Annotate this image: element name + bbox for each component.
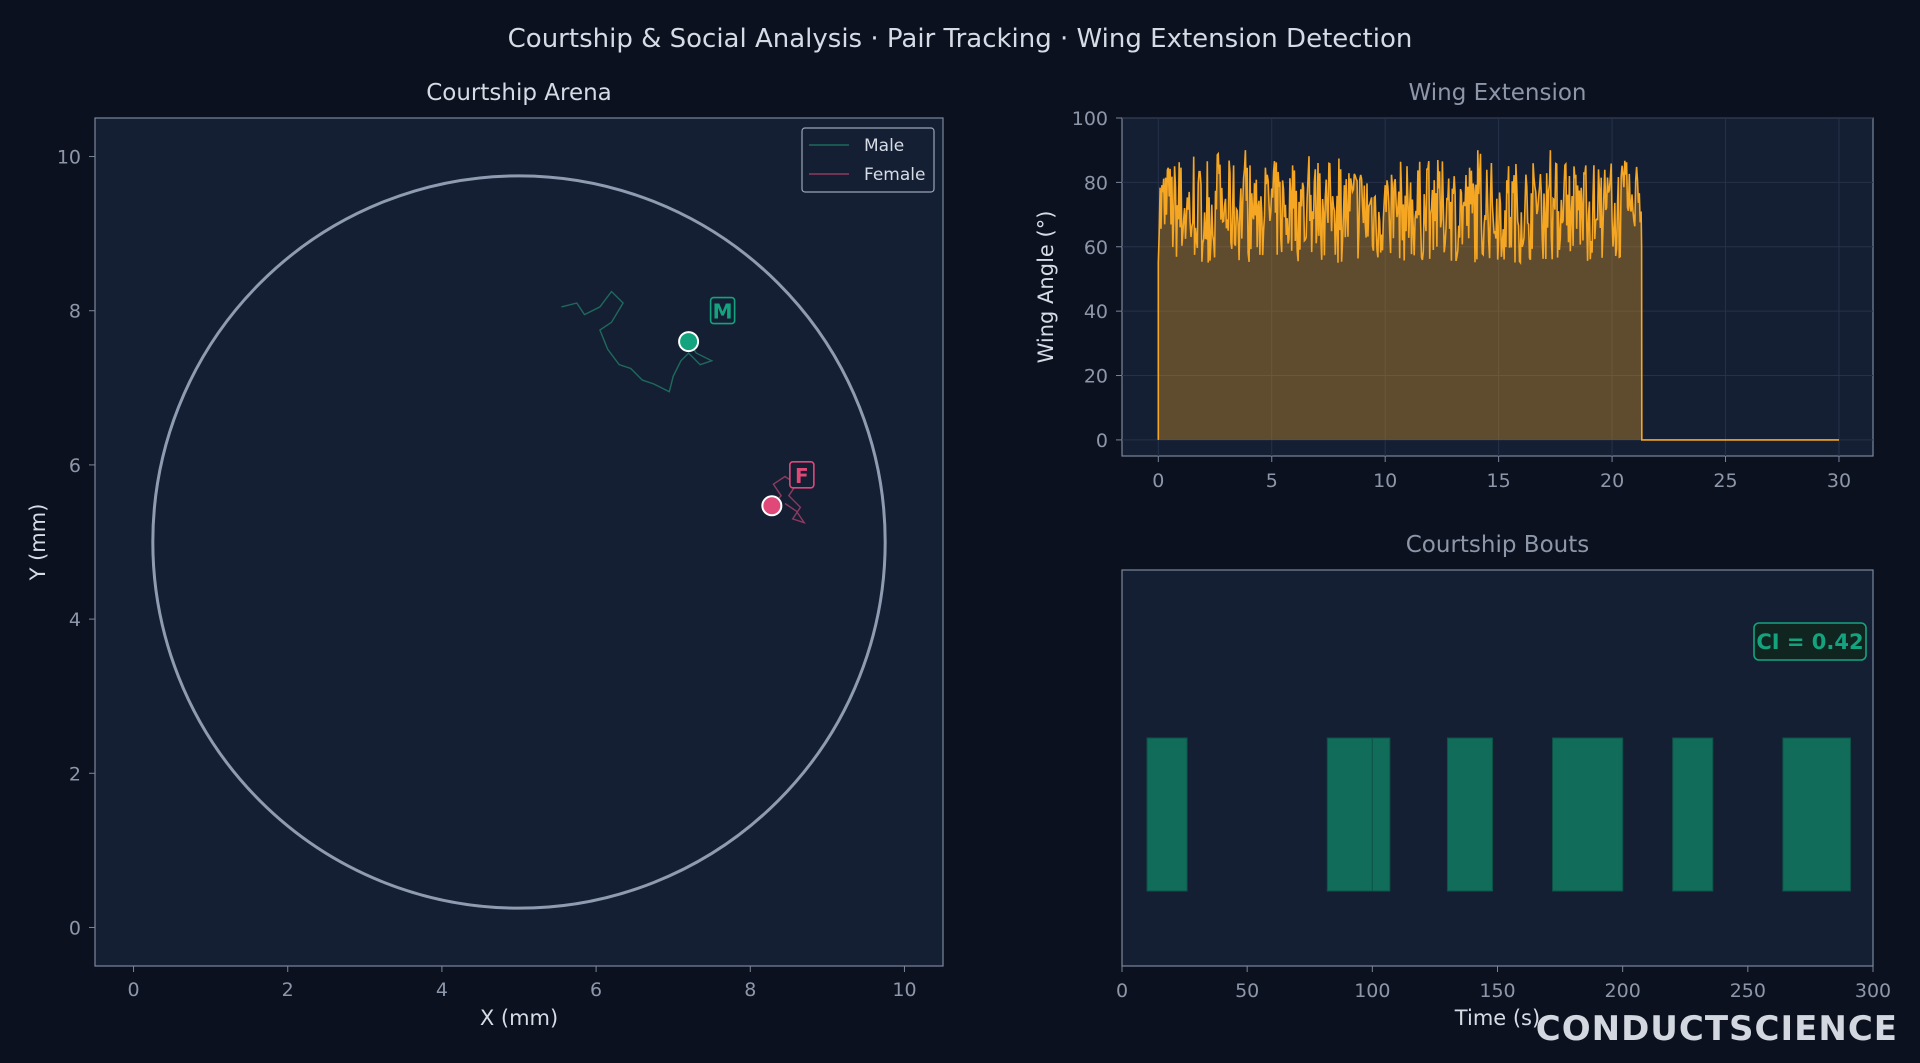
arena-plot-area [94,117,944,967]
x-tick-label: 300 [1855,980,1891,1002]
x-tick-label: 15 [1487,470,1511,492]
y-tick-label: 100 [1072,108,1108,130]
x-tick-label: 0 [1152,470,1164,492]
x-tick-label: 25 [1713,470,1737,492]
x-tick-label: 100 [1354,980,1390,1002]
x-tick-label: 6 [590,979,602,1001]
x-tick-label: 5 [1266,470,1278,492]
wing-angle-line [1157,150,1839,441]
female-trajectory [771,475,806,525]
courtship-bouts-panel: Courtship Bouts 0 50 100 150 200 250 300 Time (s… [1116,532,1891,1030]
conductscience-logo: CONDUCTSCIENCE [1535,1009,1898,1049]
arena-panel: Courtship Arena 0 2 4 6 8 10 0 2 4 6 8 10 X (mm) Y (mm… [26,80,944,1030]
x-tick-label: 30 [1827,470,1851,492]
male-trajectory [561,290,714,393]
bouts-title: Courtship Bouts [1406,532,1589,558]
bout-bar [1782,737,1851,892]
x-tick-label: 150 [1479,980,1515,1002]
ci-annotation: CI = 0.42 [1756,630,1863,654]
y-axis-label: Y (mm) [26,504,50,582]
x-tick-label: 0 [127,979,139,1001]
legend-label: Female [864,165,925,185]
male-position-marker [678,331,700,353]
bout-bar [1371,737,1391,892]
y-tick-label: 2 [69,763,81,785]
x-tick-label: 200 [1605,980,1641,1002]
y-tick-label: 40 [1084,301,1108,323]
x-tick-label: 4 [436,979,448,1001]
male-label: M [713,300,733,324]
female-position-marker [761,495,783,517]
y-tick-label: 80 [1084,172,1108,194]
x-tick-label: 10 [892,979,916,1001]
x-axis-label: X (mm) [480,1006,558,1030]
y-tick-label: 20 [1084,366,1108,388]
y-tick-label: 6 [69,455,81,477]
y-axis-label: Wing Angle (°) [1034,211,1058,364]
y-tick-label: 10 [57,147,81,169]
x-tick-label: 20 [1600,470,1624,492]
female-label: F [795,464,809,488]
legend-box [801,127,935,193]
x-tick-label: 10 [1373,470,1397,492]
female-label-box [789,460,815,489]
y-tick-label: 0 [1096,430,1108,452]
x-tick-label: 8 [744,979,756,1001]
arena-boundary [151,174,887,910]
x-axis-label: Time (s) [1454,1006,1540,1030]
x-tick-label: 50 [1235,980,1259,1002]
y-tick-label: 0 [69,917,81,939]
bout-bar [1446,737,1493,892]
bouts-plot-area [1121,569,1874,967]
x-tick-label: 2 [282,979,294,1001]
ci-annotation-box [1753,622,1867,661]
wing-extension-panel: Wing Extension 0 5 10 15 20 25 30 0 20 40 60 80 100 Wi… [1034,80,1874,492]
bout-bar [1326,737,1373,892]
legend-label: Male [864,136,904,156]
figure-title: Courtship & Social Analysis · Pair Track… [508,24,1413,54]
x-tick-label: 0 [1116,980,1128,1002]
bout-bar [1672,737,1714,892]
male-label-box [709,296,736,325]
wing-title: Wing Extension [1408,80,1586,106]
x-tick-label: 250 [1730,980,1766,1002]
y-tick-label: 60 [1084,237,1108,259]
arena-title: Courtship Arena [426,80,612,106]
bout-bar [1146,737,1188,892]
y-tick-label: 8 [69,301,81,323]
y-tick-label: 4 [69,609,81,631]
bout-bar [1552,737,1624,892]
